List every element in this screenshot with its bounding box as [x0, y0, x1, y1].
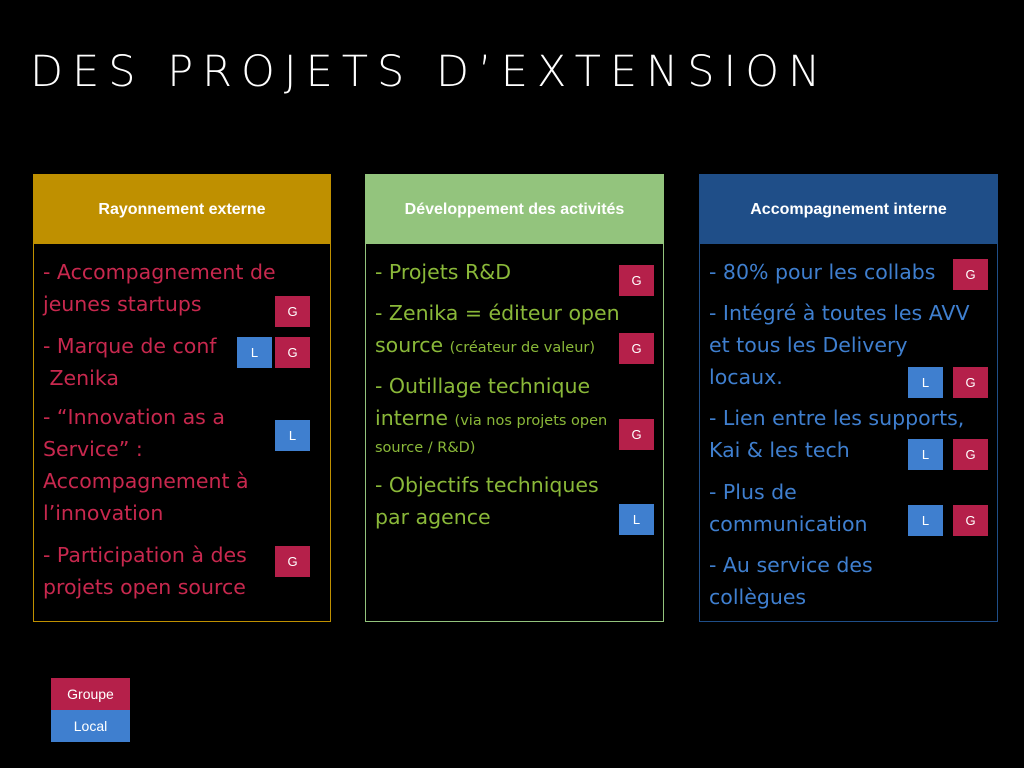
groupe-badge: G: [619, 265, 654, 296]
list-item: - Au service des collègues: [709, 553, 873, 609]
legend-groupe: Groupe: [51, 678, 130, 710]
groupe-badge: G: [953, 505, 988, 536]
column-header: Développement des activités: [366, 175, 663, 244]
local-badge: L: [275, 420, 310, 451]
column-body: - Projets R&D G - Zenika = éditeur open …: [366, 244, 663, 621]
column-developpement-activites: Développement des activités - Projets R&…: [365, 174, 664, 622]
list-item: - Outillage technique interne (via nos p…: [375, 374, 608, 456]
groupe-badge: G: [275, 337, 310, 368]
local-badge: L: [908, 367, 943, 398]
list-item: - 80% pour les collabs: [709, 260, 936, 284]
column-body: - Accompagnement de jeunes startups G - …: [34, 244, 330, 621]
groupe-badge: G: [953, 439, 988, 470]
list-item: - Objectifs techniques par agence: [375, 473, 599, 529]
column-header: Rayonnement externe: [34, 175, 330, 244]
list-item: - Accompagnement de jeunes startups: [43, 260, 276, 316]
local-badge: L: [908, 439, 943, 470]
column-rayonnement-externe: Rayonnement externe - Accompagnement de …: [33, 174, 331, 622]
column-body: - 80% pour les collabs G - Intégré à tou…: [700, 244, 997, 621]
local-badge: L: [908, 505, 943, 536]
list-item: - Lien entre les supports, Kai & les tec…: [709, 406, 965, 462]
list-item: - Plus de communication: [709, 480, 868, 536]
groupe-badge: G: [953, 259, 988, 290]
list-item: - Participation à des projets open sourc…: [43, 543, 247, 599]
groupe-badge: G: [275, 546, 310, 577]
local-badge: L: [619, 504, 654, 535]
column-header: Accompagnement interne: [700, 175, 997, 244]
list-item: - Zenika = éditeur open source (créateur…: [375, 301, 620, 357]
list-item: - “Innovation as a Service” : Accompagne…: [43, 405, 249, 525]
local-badge: L: [237, 337, 272, 368]
groupe-badge: G: [619, 333, 654, 364]
legend-local: Local: [51, 710, 130, 742]
column-accompagnement-interne: Accompagnement interne - 80% pour les co…: [699, 174, 998, 622]
list-item: - Intégré à toutes les AVV et tous les D…: [709, 301, 970, 389]
groupe-badge: G: [619, 419, 654, 450]
list-item: - Marque de conf Zenika: [43, 334, 217, 390]
list-item: - Projets R&D: [375, 260, 511, 284]
slide-title: DES PROJETS D’EXTENSION: [30, 47, 830, 97]
groupe-badge: G: [953, 367, 988, 398]
groupe-badge: G: [275, 296, 310, 327]
